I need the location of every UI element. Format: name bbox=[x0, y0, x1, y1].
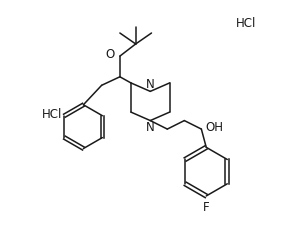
Text: F: F bbox=[203, 201, 210, 214]
Text: N: N bbox=[146, 78, 155, 91]
Text: OH: OH bbox=[206, 121, 224, 134]
Text: HCl: HCl bbox=[42, 108, 62, 121]
Text: O: O bbox=[106, 48, 115, 62]
Text: N: N bbox=[146, 121, 155, 134]
Text: HCl: HCl bbox=[235, 17, 256, 30]
